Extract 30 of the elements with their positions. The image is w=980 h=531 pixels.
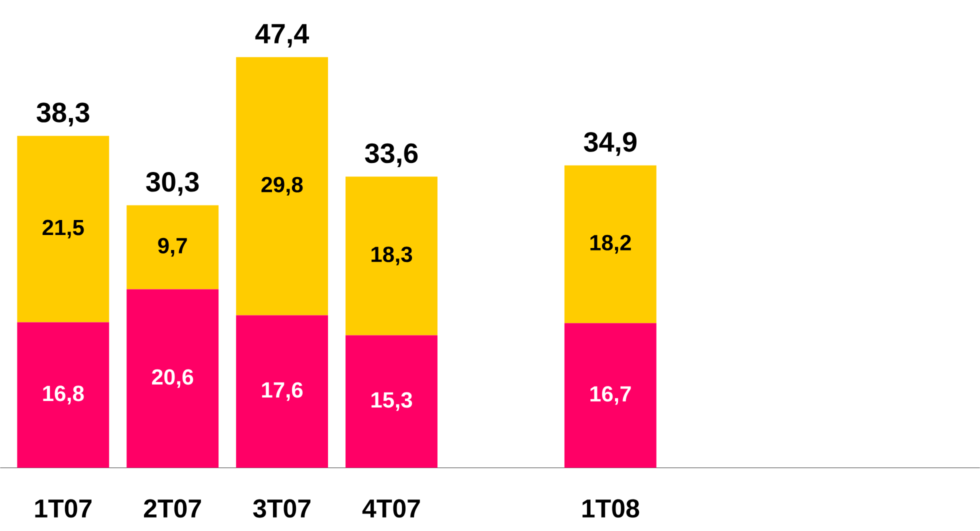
data-label: 15,3 — [372, 392, 412, 411]
x-tick-label: 4T07 — [362, 499, 420, 518]
data-label: 18,2 — [590, 235, 631, 254]
total-label: 33,6 — [365, 143, 418, 168]
data-label: 16,7 — [590, 386, 631, 405]
bar — [564, 166, 656, 324]
data-label: 16,8 — [43, 386, 84, 404]
bar — [17, 322, 110, 468]
bar — [236, 315, 328, 468]
total-label: 30,3 — [146, 172, 199, 196]
x-tick-label: 3T07 — [253, 499, 310, 518]
bar — [346, 335, 438, 468]
data-label: 9,7 — [158, 238, 187, 257]
x-tick-label: 1T08 — [582, 499, 640, 518]
bar — [126, 205, 219, 290]
total-label: 34,9 — [584, 132, 637, 156]
bar — [346, 176, 438, 336]
bar — [236, 57, 328, 316]
bar — [564, 323, 656, 468]
bar — [17, 136, 110, 322]
total-label: 47,4 — [255, 24, 310, 48]
data-label: 21,5 — [42, 220, 84, 239]
data-label: 20,6 — [152, 369, 194, 388]
x-tick-label: 2T07 — [144, 499, 201, 518]
total-label: 38,3 — [36, 102, 90, 127]
data-label: 18,3 — [372, 246, 412, 266]
data-label: 29,8 — [261, 176, 303, 196]
data-label: 17,6 — [262, 382, 303, 402]
bar — [126, 289, 219, 468]
x-tick-label: 1T07 — [35, 499, 92, 518]
